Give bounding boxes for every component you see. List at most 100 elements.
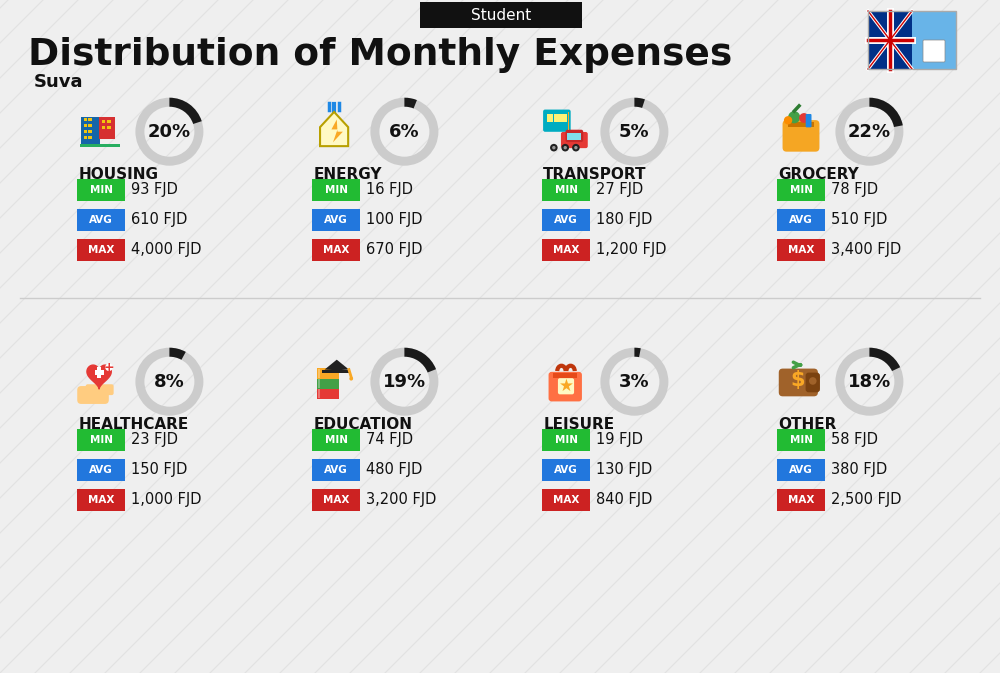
Text: $: $ <box>790 369 804 390</box>
Wedge shape <box>600 98 668 166</box>
Circle shape <box>564 146 567 149</box>
FancyBboxPatch shape <box>317 388 339 399</box>
FancyBboxPatch shape <box>806 373 820 392</box>
Text: 610 FJD: 610 FJD <box>131 213 188 227</box>
FancyBboxPatch shape <box>788 122 814 127</box>
Wedge shape <box>135 348 203 416</box>
Text: MIN: MIN <box>555 435 578 445</box>
FancyBboxPatch shape <box>554 114 560 122</box>
FancyBboxPatch shape <box>77 459 125 481</box>
Circle shape <box>561 144 569 151</box>
Text: MAX: MAX <box>553 245 579 255</box>
FancyBboxPatch shape <box>77 386 109 404</box>
Text: AVG: AVG <box>89 465 113 475</box>
Wedge shape <box>835 348 903 416</box>
Wedge shape <box>169 348 186 360</box>
Text: 27 FJD: 27 FJD <box>596 182 643 197</box>
Text: 18%: 18% <box>848 373 891 391</box>
FancyBboxPatch shape <box>102 120 105 123</box>
FancyBboxPatch shape <box>322 369 349 374</box>
Text: 150 FJD: 150 FJD <box>131 462 188 477</box>
Circle shape <box>349 377 353 380</box>
FancyBboxPatch shape <box>558 378 574 394</box>
Polygon shape <box>331 120 343 143</box>
Text: AVG: AVG <box>789 465 813 475</box>
FancyBboxPatch shape <box>105 384 114 395</box>
Text: Distribution of Monthly Expenses: Distribution of Monthly Expenses <box>28 37 732 73</box>
FancyBboxPatch shape <box>107 120 110 123</box>
Text: 6%: 6% <box>389 122 420 141</box>
Text: EDUCATION: EDUCATION <box>313 417 412 432</box>
FancyBboxPatch shape <box>542 209 590 231</box>
Text: 93 FJD: 93 FJD <box>131 182 178 197</box>
Circle shape <box>799 113 809 123</box>
FancyBboxPatch shape <box>312 239 360 261</box>
FancyBboxPatch shape <box>923 40 945 62</box>
Circle shape <box>574 146 578 149</box>
FancyBboxPatch shape <box>542 239 590 261</box>
Text: 16 FJD: 16 FJD <box>366 182 413 197</box>
FancyBboxPatch shape <box>84 124 87 127</box>
FancyBboxPatch shape <box>77 209 125 231</box>
Text: HEALTHCARE: HEALTHCARE <box>78 417 188 432</box>
Text: 1,000 FJD: 1,000 FJD <box>131 493 202 507</box>
FancyBboxPatch shape <box>542 429 590 451</box>
Text: MAX: MAX <box>88 245 114 255</box>
Wedge shape <box>634 98 645 108</box>
FancyBboxPatch shape <box>312 209 360 231</box>
Text: AVG: AVG <box>554 215 578 225</box>
FancyBboxPatch shape <box>542 179 590 201</box>
Text: MAX: MAX <box>323 495 349 505</box>
Wedge shape <box>404 98 417 108</box>
Text: OTHER: OTHER <box>778 417 837 432</box>
FancyBboxPatch shape <box>88 124 92 127</box>
FancyBboxPatch shape <box>912 11 956 69</box>
Wedge shape <box>869 98 903 127</box>
Wedge shape <box>869 348 900 371</box>
Wedge shape <box>169 98 202 124</box>
Text: 74 FJD: 74 FJD <box>366 432 413 448</box>
FancyBboxPatch shape <box>77 239 125 261</box>
Text: MIN: MIN <box>325 435 348 445</box>
Text: Student: Student <box>471 7 531 22</box>
FancyBboxPatch shape <box>84 118 87 121</box>
FancyBboxPatch shape <box>77 179 125 201</box>
Text: 1,200 FJD: 1,200 FJD <box>596 242 667 257</box>
Circle shape <box>784 116 792 125</box>
Text: 19%: 19% <box>383 373 426 391</box>
Text: 2,500 FJD: 2,500 FJD <box>831 493 902 507</box>
Circle shape <box>105 363 113 371</box>
FancyBboxPatch shape <box>777 459 825 481</box>
Text: 510 FJD: 510 FJD <box>831 213 888 227</box>
FancyBboxPatch shape <box>561 132 588 148</box>
Text: MIN: MIN <box>90 435 113 445</box>
FancyBboxPatch shape <box>543 110 571 132</box>
FancyBboxPatch shape <box>99 117 115 139</box>
Text: HOUSING: HOUSING <box>78 167 158 182</box>
Text: TRANSPORT: TRANSPORT <box>543 167 647 182</box>
Text: LEISURE: LEISURE <box>543 417 614 432</box>
Polygon shape <box>325 359 349 370</box>
FancyBboxPatch shape <box>97 367 101 378</box>
Text: MIN: MIN <box>555 185 578 195</box>
Wedge shape <box>370 348 438 416</box>
FancyBboxPatch shape <box>84 136 87 139</box>
Polygon shape <box>320 112 348 146</box>
FancyBboxPatch shape <box>553 374 577 378</box>
Text: 4,000 FJD: 4,000 FJD <box>131 242 202 257</box>
FancyBboxPatch shape <box>806 114 812 127</box>
Text: ENERGY: ENERGY <box>313 167 382 182</box>
Circle shape <box>572 144 580 151</box>
FancyBboxPatch shape <box>318 369 320 378</box>
FancyBboxPatch shape <box>779 369 818 396</box>
FancyBboxPatch shape <box>549 372 582 401</box>
FancyBboxPatch shape <box>92 384 101 395</box>
FancyBboxPatch shape <box>317 378 339 389</box>
FancyBboxPatch shape <box>420 2 582 28</box>
Wedge shape <box>370 98 438 166</box>
FancyBboxPatch shape <box>312 179 360 201</box>
FancyBboxPatch shape <box>547 114 553 122</box>
Text: 180 FJD: 180 FJD <box>596 213 653 227</box>
Text: 3,200 FJD: 3,200 FJD <box>366 493 437 507</box>
Wedge shape <box>600 348 668 416</box>
